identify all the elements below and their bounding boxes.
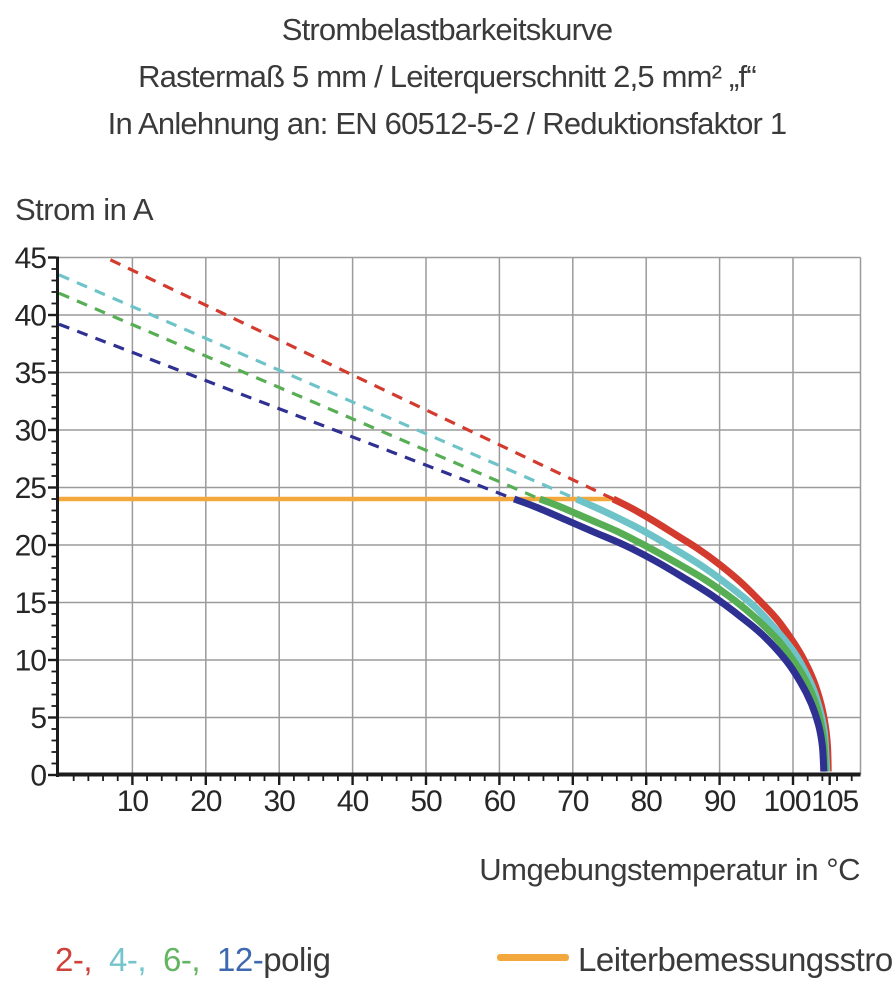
y-tick-label: 40: [15, 300, 47, 333]
y-tick-label: 25: [15, 472, 47, 505]
legend-item-4-polig: 4-,: [109, 941, 147, 978]
tick-marks: [48, 256, 853, 785]
legend-item-2-polig: 2-,: [55, 941, 93, 978]
y-tick-label: 15: [15, 587, 47, 620]
x-axis-title: Umgebungstemperatur in °C: [479, 852, 860, 887]
curves: [58, 258, 832, 772]
chart-title-line-3: In Anlehnung an: EN 60512-5-2 / Reduktio…: [107, 106, 787, 141]
dashed-curve-4-polig: [58, 273, 578, 501]
x-tick-label: 40: [337, 785, 369, 818]
y-tick-label: 5: [30, 702, 46, 735]
tick-labels: 0 5 10 15 20 25 30 35 40 45 10 20 30 40 50 60 70 80 90 100 1…: [15, 242, 860, 818]
y-tick-label: 30: [15, 415, 47, 448]
grid: [59, 256, 862, 775]
solid-curve-12-polig: [512, 495, 828, 772]
x-tick-label: 50: [410, 785, 442, 818]
x-tick-label: 20: [190, 785, 222, 818]
x-tick-label: 90: [704, 785, 736, 818]
y-tick-label: 0: [30, 760, 46, 793]
dashed-curve-12-polig: [58, 322, 515, 501]
x-tick-label: 10: [117, 785, 149, 818]
legend-item-12-polig: 12-: [217, 941, 264, 978]
y-tick-label: 20: [15, 530, 47, 563]
x-tick-label: 80: [631, 785, 663, 818]
x-tick-label: 30: [264, 785, 296, 818]
chart-title-line-1: Strombelastbarkeitskurve: [281, 12, 613, 47]
legend-polig-suffix: polig: [263, 941, 331, 978]
rated-current-line-label: Leiterbemessungsstrom: [578, 941, 894, 978]
solid-curve-6-polig: [538, 495, 829, 772]
y-tick-label: 45: [15, 242, 47, 275]
legend-pole-counts: 2-, 4-, 6-, 12-polig: [55, 941, 347, 979]
x-tick-label: 70: [557, 785, 589, 818]
rated-current-line-swatch: [497, 954, 569, 961]
x-tick-label: 100: [763, 785, 810, 818]
chart-title-block: Strombelastbarkeitskurve Rastermaß 5 mm …: [0, 6, 894, 147]
dashed-curve-6-polig: [58, 291, 541, 501]
legend-item-6-polig: 6-,: [163, 941, 201, 978]
chart-title-line-2: Rastermaß 5 mm / Leiterquerschnitt 2,5 m…: [138, 59, 757, 94]
axes: [56, 256, 861, 777]
y-tick-label: 35: [15, 357, 47, 390]
x-tick-label: 60: [484, 785, 516, 818]
y-axis-title: Strom in A: [15, 192, 154, 227]
x-tick-label: 105: [811, 785, 858, 818]
y-tick-label: 10: [15, 645, 47, 678]
dashed-curve-2-polig: [109, 258, 614, 501]
